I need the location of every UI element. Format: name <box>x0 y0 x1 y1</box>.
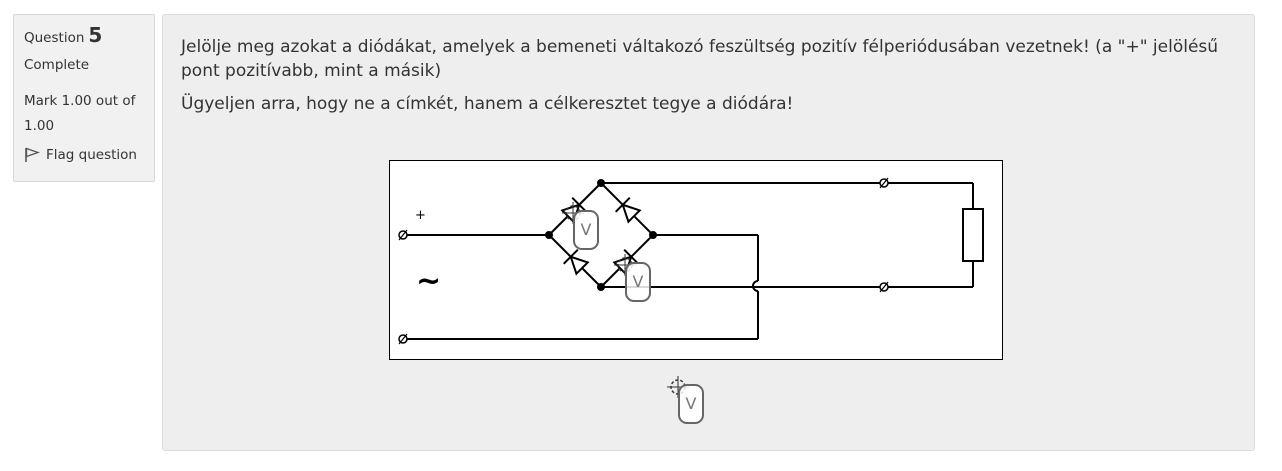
question-text-2: Ügyeljen arra, hogy ne a címkét, hanem a… <box>181 94 794 114</box>
marker-label: V <box>625 262 651 302</box>
question-content-panel: Jelölje meg azokat a diódákat, amelyek a… <box>162 14 1255 451</box>
circuit-drop-area[interactable]: + ~ <box>389 160 1003 360</box>
question-info-panel: Question 5 Complete Mark 1.00 out of 1.0… <box>13 14 155 182</box>
question-text: Jelölje meg azokat a diódákat, amelyek a… <box>181 35 1221 125</box>
question-number: 5 <box>88 23 103 47</box>
question-text-1: Jelölje meg azokat a diódákat, amelyek a… <box>181 37 1219 81</box>
marker-label: V <box>678 384 704 424</box>
drag-marker-1[interactable]: V <box>562 202 612 258</box>
question-state: Complete <box>24 57 90 73</box>
bridge-rectifier-diagram: + ~ <box>398 177 984 345</box>
flag-question-label: Flag question <box>46 147 137 164</box>
marker-label: V <box>573 210 599 250</box>
drag-marker-2[interactable]: V <box>614 254 664 310</box>
question-number-row: Question 5 <box>24 23 154 47</box>
plus-terminal-label: + <box>415 208 426 223</box>
question-grade: Mark 1.00 out of 1.00 <box>24 93 136 135</box>
flag-question-button[interactable]: Flag question <box>24 147 154 163</box>
ac-source-symbol: ~ <box>416 264 441 299</box>
question-label: Question <box>24 30 85 46</box>
flag-icon <box>25 147 40 163</box>
drag-marker-tray[interactable]: V <box>667 376 717 432</box>
